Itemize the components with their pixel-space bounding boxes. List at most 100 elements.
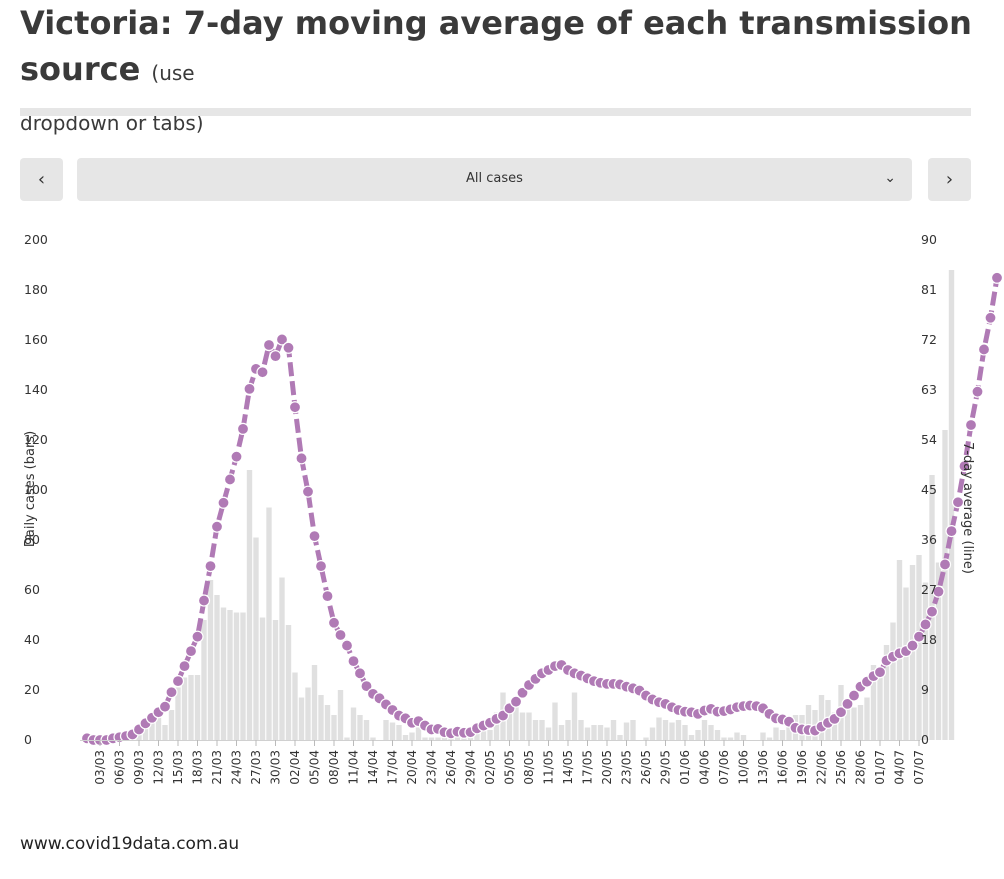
average-line <box>86 277 1000 743</box>
bar <box>675 720 682 740</box>
x-tick-label: 21/03 <box>210 750 224 785</box>
bar <box>870 665 877 740</box>
bar <box>298 697 305 740</box>
average-point <box>451 725 464 738</box>
bar <box>422 737 428 740</box>
x-tick-label: 17/04 <box>386 750 400 785</box>
right-tick-label: 63 <box>921 382 937 397</box>
average-point <box>704 702 718 715</box>
bar <box>292 672 298 740</box>
average-point <box>919 618 932 631</box>
left-tick-label: 160 <box>24 332 48 347</box>
x-tick-label: 26/05 <box>639 750 653 785</box>
average-point <box>834 706 848 719</box>
bar <box>838 685 844 740</box>
bar <box>948 270 955 740</box>
bar <box>721 737 727 740</box>
x-tick-label: 06/03 <box>113 750 127 785</box>
average-point <box>529 672 542 685</box>
bar <box>818 695 825 740</box>
x-tick-label: 02/05 <box>483 750 497 785</box>
average-point <box>795 723 809 736</box>
bar <box>929 475 935 740</box>
bar <box>149 722 155 740</box>
average-point <box>230 450 243 463</box>
average-point <box>977 343 991 356</box>
x-tick-label: 05/04 <box>308 750 322 785</box>
average-point <box>100 733 113 747</box>
average-point <box>275 333 289 346</box>
average-point <box>646 693 659 706</box>
average-point <box>171 675 185 688</box>
x-tick-label: 04/06 <box>698 750 712 785</box>
average-point <box>438 726 451 739</box>
left-tick-label: 40 <box>24 632 40 647</box>
bar <box>324 705 331 740</box>
header-divider <box>20 108 971 116</box>
left-tick-label: 180 <box>24 282 48 297</box>
average-point <box>600 677 614 690</box>
dropdown-selected-value: All cases <box>466 171 523 186</box>
average-point <box>802 723 815 737</box>
average-point <box>548 660 562 673</box>
bar <box>792 715 799 740</box>
x-tick-label: 04/07 <box>893 750 907 785</box>
bar <box>194 675 201 740</box>
x-tick-label: 24/03 <box>230 750 244 785</box>
x-tick-label: 28/06 <box>854 750 868 785</box>
average-point <box>197 594 211 607</box>
average-point <box>301 485 315 498</box>
x-tick-label: 10/06 <box>737 750 751 785</box>
average-point <box>269 350 282 363</box>
average-point <box>87 733 100 747</box>
x-tick-label: 15/03 <box>171 750 185 785</box>
average-point <box>594 676 607 689</box>
average-point <box>932 585 945 598</box>
average-point <box>503 702 516 715</box>
bar <box>844 700 851 740</box>
bar <box>363 720 370 740</box>
left-tick-label: 80 <box>24 532 40 547</box>
bar <box>630 720 636 740</box>
x-tick-label: 01/06 <box>678 750 692 785</box>
bar <box>272 620 279 740</box>
average-point <box>496 709 510 722</box>
average-point <box>951 496 965 509</box>
bar <box>942 430 948 740</box>
average-point <box>405 716 419 729</box>
bar <box>760 732 766 740</box>
chevron-down-icon: ⌄ <box>884 170 896 186</box>
x-tick-label: 20/05 <box>600 750 614 785</box>
next-button[interactable]: › <box>928 158 971 201</box>
average-point <box>431 722 445 735</box>
left-tick-label: 60 <box>24 582 40 597</box>
average-point <box>132 723 146 736</box>
average-point <box>639 689 653 702</box>
average-point <box>353 667 367 680</box>
bar <box>727 737 734 740</box>
bar <box>500 692 506 740</box>
average-point <box>191 630 204 643</box>
bar <box>136 732 142 740</box>
source-dropdown[interactable]: All cases ⌄ <box>77 158 912 201</box>
bar <box>578 720 584 740</box>
bar <box>175 687 181 740</box>
right-tick-label: 0 <box>921 732 929 747</box>
average-point <box>470 722 484 735</box>
bar <box>825 700 831 740</box>
prev-button[interactable]: ‹ <box>20 158 63 201</box>
average-point <box>665 701 679 714</box>
bar <box>883 645 890 740</box>
average-point <box>912 630 926 643</box>
bar <box>539 720 545 740</box>
bar <box>688 735 695 740</box>
average-point <box>204 560 217 573</box>
x-tick-label: 16/06 <box>776 750 790 785</box>
average-point <box>308 530 321 543</box>
right-tick-label: 72 <box>921 332 937 347</box>
average-point <box>678 705 692 718</box>
right-tick-label: 18 <box>921 632 937 647</box>
bar <box>220 607 227 740</box>
average-point <box>418 719 432 732</box>
average-point <box>249 362 263 375</box>
